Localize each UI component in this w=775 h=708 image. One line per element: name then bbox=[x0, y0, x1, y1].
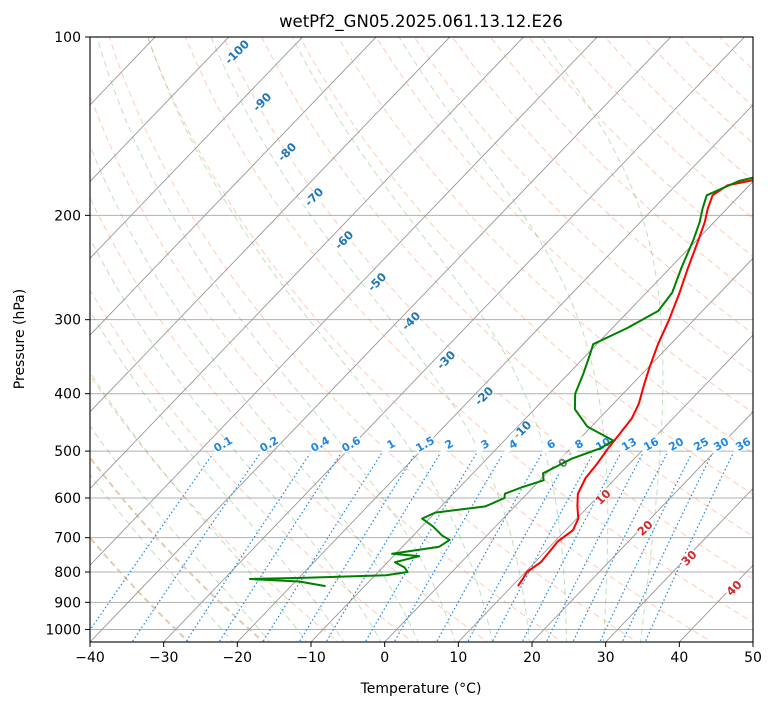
isotherm bbox=[90, 37, 377, 336]
mixing-ratio-line bbox=[325, 453, 441, 642]
y-tick-label: 100 bbox=[54, 30, 81, 46]
dry-adiabat bbox=[90, 93, 564, 642]
moist-adiabat bbox=[210, 37, 530, 642]
dry-adiabat bbox=[90, 288, 414, 642]
temperature-profile bbox=[517, 179, 753, 587]
isotherm bbox=[90, 37, 451, 413]
dry-adiabat bbox=[108, 37, 638, 642]
isotherm bbox=[90, 37, 598, 566]
dry-adiabat bbox=[184, 37, 753, 623]
y-tick-label: 1000 bbox=[45, 622, 81, 638]
sounding-profiles bbox=[248, 176, 753, 588]
mixing-ratio-lines bbox=[90, 453, 734, 642]
x-tick-label: 20 bbox=[523, 650, 541, 666]
plot-area: -100-90-80-70-60-50-40-30-20-10010203040… bbox=[90, 37, 753, 642]
mixing-ratio-line bbox=[572, 453, 668, 642]
y-tick-label: 700 bbox=[54, 531, 81, 547]
moist-adiabat bbox=[90, 237, 382, 642]
moist-adiabat bbox=[291, 37, 567, 642]
y-tick-label: 400 bbox=[54, 387, 81, 403]
mixing-ratio-line bbox=[218, 453, 342, 642]
isotherm bbox=[236, 104, 753, 642]
dewpoint-profile bbox=[248, 176, 753, 588]
x-tick-label: −20 bbox=[223, 650, 253, 666]
isotherm bbox=[90, 37, 304, 259]
mixing-ratio-line bbox=[90, 453, 214, 632]
moist-adiabat bbox=[90, 425, 271, 642]
y-axis-label: Pressure (hPa) bbox=[12, 289, 28, 389]
dry-adiabat bbox=[90, 374, 340, 642]
moist-adiabat bbox=[90, 144, 419, 642]
x-tick-label: 50 bbox=[744, 650, 762, 666]
moist-adiabat bbox=[90, 474, 234, 642]
moist-adiabat bbox=[90, 310, 345, 642]
mixing-ratio-label: 36 bbox=[733, 435, 753, 454]
isotherm bbox=[384, 257, 753, 642]
chart-title: wetPf2_GN05.2025.061.13.12.E26 bbox=[279, 12, 563, 32]
plot-frame bbox=[89, 36, 754, 643]
mixing-ratio-labels: 0.1 0.2 0.4 0.6 1 1.5 2 3 4 6 8 10 13 16 20 25 30 36 bbox=[210, 434, 753, 455]
dry-adiabat bbox=[299, 37, 753, 495]
isotherm bbox=[531, 411, 753, 642]
isotherm bbox=[90, 37, 230, 183]
x-tick-label: 0 bbox=[380, 650, 389, 666]
mixing-ratio-line bbox=[545, 453, 644, 642]
x-tick-label: 10 bbox=[449, 650, 467, 666]
mixing-ratio-line bbox=[185, 453, 311, 642]
dry-adiabat bbox=[261, 37, 753, 537]
x-axis-label: Temperature (°C) bbox=[360, 681, 482, 697]
dry-adiabat bbox=[375, 37, 753, 414]
dry-adiabat bbox=[413, 37, 753, 374]
y-tick-label: 200 bbox=[54, 208, 81, 224]
dry-adiabat bbox=[90, 536, 191, 642]
x-axis: −40 −30 −20 −10 0 10 20 30 40 50 bbox=[75, 642, 762, 666]
x-tick-label: −10 bbox=[296, 650, 326, 666]
dry-adiabat bbox=[90, 455, 266, 642]
isotherm bbox=[605, 487, 753, 642]
dry-adiabat bbox=[90, 196, 489, 642]
moist-adiabat bbox=[147, 37, 493, 642]
x-tick-label: −40 bbox=[75, 650, 105, 666]
mixing-ratio-line bbox=[131, 453, 261, 642]
isotherm bbox=[457, 334, 753, 642]
mixing-ratio-line bbox=[298, 453, 416, 642]
isotherm-lines bbox=[90, 37, 753, 642]
pressure-gridlines bbox=[90, 37, 753, 630]
dry-adiabat bbox=[146, 37, 713, 642]
y-axis: 100 200 300 400 500 600 700 800 900 1000 bbox=[45, 30, 90, 638]
x-tick-label: 30 bbox=[597, 650, 615, 666]
isotherm bbox=[310, 180, 753, 642]
mixing-ratio-line bbox=[466, 453, 571, 642]
dry-adiabats bbox=[90, 37, 753, 642]
moist-adiabat bbox=[540, 37, 664, 642]
isotherm bbox=[90, 37, 672, 642]
dry-adiabat bbox=[337, 37, 753, 454]
mixing-ratio-line bbox=[491, 453, 594, 642]
x-tick-label: 40 bbox=[670, 650, 688, 666]
y-tick-label: 600 bbox=[54, 491, 81, 507]
isotherm bbox=[163, 37, 746, 642]
isotherm bbox=[90, 37, 525, 490]
y-tick-label: 500 bbox=[54, 444, 81, 460]
y-tick-label: 800 bbox=[54, 565, 81, 581]
y-tick-label: 900 bbox=[54, 595, 81, 611]
moist-adiabat bbox=[96, 37, 456, 642]
y-tick-label: 300 bbox=[54, 313, 81, 329]
x-tick-label: −30 bbox=[149, 650, 179, 666]
mixing-ratio-line bbox=[435, 453, 543, 642]
dry-adiabat bbox=[223, 37, 753, 580]
